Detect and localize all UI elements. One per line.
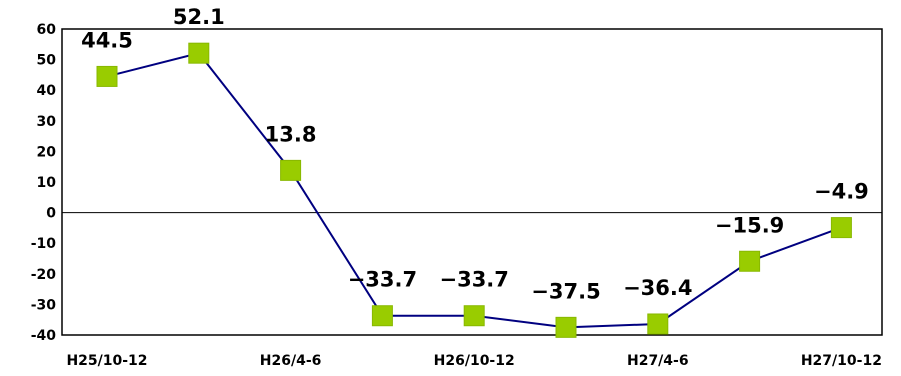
y-tick-label: -10	[31, 236, 57, 252]
x-axis-tick-labels: H25/10-12 H26/4-6 H26/10-12 H27/4-6 H27/10-1…	[66, 353, 881, 369]
data-marker	[96, 65, 118, 87]
y-tick-label: -40	[31, 328, 57, 344]
data-marker	[280, 159, 302, 181]
data-label: −36.4	[623, 276, 692, 300]
data-marker	[830, 217, 852, 239]
data-marker	[555, 316, 577, 338]
y-tick-label: 40	[37, 83, 57, 99]
y-tick-label: -30	[31, 297, 57, 313]
data-labels: 44.5 52.1 13.8 −33.7 −33.7 −37.5 −36.4 −15.9 −4.…	[81, 5, 869, 303]
data-label: −37.5	[531, 279, 600, 303]
data-label: −33.7	[348, 268, 417, 292]
x-tick-label: H27/10-12	[801, 353, 882, 369]
data-marker	[647, 313, 669, 335]
data-label: 44.5	[81, 28, 133, 52]
data-label: −15.9	[715, 213, 784, 237]
data-markers	[96, 42, 852, 338]
data-label: −4.9	[814, 180, 869, 204]
data-label: 52.1	[173, 5, 225, 29]
data-label: −33.7	[439, 268, 508, 292]
x-tick-label: H27/4-6	[627, 353, 689, 369]
y-tick-label: 0	[46, 206, 56, 222]
x-tick-label: H25/10-12	[66, 353, 147, 369]
data-marker	[371, 305, 393, 327]
y-axis-tick-labels: 60 50 40 30 20 10 0 -10 -20 -30 -40	[31, 22, 57, 344]
data-marker	[739, 250, 761, 272]
data-marker	[188, 42, 210, 64]
y-tick-label: 60	[37, 22, 57, 38]
y-tick-label: 20	[37, 144, 57, 160]
x-tick-label: H26/4-6	[260, 353, 322, 369]
plot-area	[61, 28, 883, 336]
y-tick-label: 30	[37, 114, 57, 130]
data-label: 13.8	[265, 122, 317, 146]
data-marker	[463, 305, 485, 327]
y-tick-label: 10	[37, 175, 57, 191]
y-tick-label: 50	[37, 53, 57, 69]
y-tick-label: -20	[31, 267, 57, 283]
x-tick-label: H26/10-12	[434, 353, 515, 369]
